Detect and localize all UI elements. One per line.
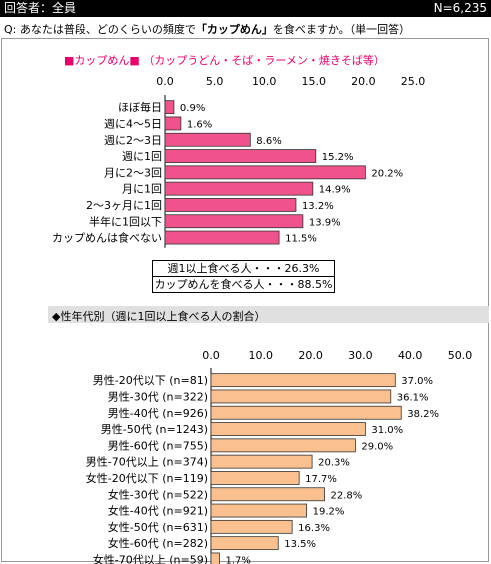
freq-category-label: 週に4～5日: [104, 117, 162, 130]
demo-category-label: 女性-20代以下 (n=119): [86, 471, 208, 485]
demo-value-label: 13.5%: [284, 539, 316, 550]
demo-tick-label: 30.0: [348, 349, 373, 362]
freq-value-label: 14.9%: [319, 185, 351, 196]
demo-tick-label: 10.0: [249, 349, 274, 362]
demo-category-label: 男性-70代以上 (n=374): [86, 455, 208, 469]
demo-category-label: 男性-60代 (n=755): [108, 438, 208, 452]
question-text: Q: あなたは普段、どのくらいの頻度で「カップめん」を食べますか。（単一回答）: [4, 21, 410, 37]
demo-category-label: 女性-60代 (n=282): [108, 536, 208, 550]
freq-bar: [164, 181, 314, 196]
demo-value-label: 31.0%: [371, 425, 403, 436]
demo-value-label: 37.0%: [401, 376, 433, 387]
demo-value-label: 38.2%: [407, 409, 439, 420]
demo-tick-label: 20.0: [298, 349, 323, 362]
freq-tick-label: 5.0: [206, 75, 224, 88]
freq-category-label: 半年に1回以下: [89, 214, 162, 228]
summary-weekly: 週1以上食べる人・・・26.3%: [153, 261, 334, 277]
header-bar: 回答者：全員 N=6,235: [0, 0, 491, 17]
demo-bar: [210, 422, 366, 436]
demo-tick-label: 50.0: [448, 349, 473, 362]
demo-bar: [210, 519, 293, 534]
demo-value-label: 20.3%: [318, 458, 350, 469]
demo-category-label: 男性-40代 (n=926): [108, 406, 208, 420]
freq-category-label: ほぼ毎日: [118, 101, 162, 114]
freq-tick-label: 25.0: [401, 75, 426, 88]
question-prefix: Q: あなたは普段、どのくらいの頻度で: [4, 23, 196, 36]
section2-title: ◆性年代別（週に1回以上食べる人の割合）: [52, 310, 266, 323]
freq-value-label: 8.6%: [256, 136, 281, 147]
freq-category-label: 2～3ヶ月に1回: [86, 199, 162, 212]
demo-value-label: 19.2%: [313, 507, 345, 518]
demo-category-label: 女性-40代 (n=921): [108, 504, 208, 518]
demo-value-label: 17.7%: [305, 474, 337, 485]
freq-bar: [164, 198, 297, 212]
question-suffix: を食べますか。（単一回答）: [272, 23, 411, 36]
freq-category-label: 月に1回: [122, 183, 162, 196]
freq-value-label: 13.9%: [309, 217, 341, 228]
demo-bar: [210, 405, 402, 420]
demo-bar: [210, 389, 392, 404]
freq-value-label: 20.2%: [371, 168, 403, 179]
freq-value-label: 1.6%: [187, 119, 212, 130]
demo-bar: [210, 552, 220, 564]
respondent-label: 回答者：全員: [4, 1, 77, 15]
question-highlight: 「カップめん」: [195, 23, 273, 36]
demo-category-label: 男性-50代 (n=1243): [101, 422, 208, 436]
demo-bar: [210, 536, 279, 551]
demo-value-label: 1.7%: [225, 555, 250, 564]
section1-title: ■カップめん■ （カップうどん・そば・ラーメン・焼きそば等）: [64, 54, 385, 67]
freq-value-label: 0.9%: [180, 103, 205, 114]
chart-frame: [1, 38, 489, 562]
freq-category-label: 月に2～3回: [104, 166, 162, 179]
demo-value-label: 16.3%: [298, 523, 330, 534]
summary-box: 週1以上食べる人・・・26.3% カップめんを食べる人・・・88.5%: [152, 260, 335, 293]
freq-tick-label: 0.0: [156, 75, 174, 88]
demo-category-label: 女性-30代 (n=522): [108, 487, 208, 501]
demo-category-label: 女性-50代 (n=631): [108, 520, 208, 534]
demo-bar: [210, 454, 313, 469]
freq-category-label: 週に1回: [122, 150, 162, 163]
freq-value-label: 15.2%: [322, 152, 354, 163]
demo-category-label: 男性-20代以下 (n=81): [93, 373, 208, 387]
demo-value-label: 29.0%: [361, 441, 393, 452]
demo-category-label: 女性-70代以上 (n=59): [93, 552, 208, 564]
freq-bar: [164, 116, 182, 131]
freq-bar: [164, 149, 317, 163]
demo-tick-label: 40.0: [398, 349, 423, 362]
freq-value-label: 11.5%: [285, 234, 317, 245]
freq-category-label: 週に2～3日: [104, 134, 162, 147]
sample-size: N=6,235: [433, 1, 487, 15]
demo-value-label: 22.8%: [331, 490, 363, 501]
freq-bar: [164, 132, 251, 147]
demo-tick-label: 0.0: [202, 349, 220, 362]
demo-bar: [210, 487, 325, 502]
freq-category-label: カップめんは食べない: [52, 231, 162, 245]
freq-bar: [164, 100, 175, 115]
freq-bar: [164, 165, 366, 180]
demo-value-label: 36.1%: [397, 392, 429, 403]
freq-bar: [164, 214, 304, 229]
demo-bar: [210, 438, 356, 453]
section2-band: [48, 306, 489, 323]
demo-bar: [210, 373, 396, 388]
freq-tick-label: 10.0: [252, 75, 277, 88]
summary-eaters: カップめんを食べる人・・・88.5%: [154, 278, 333, 291]
freq-tick-label: 20.0: [351, 75, 376, 88]
demo-bar: [210, 471, 300, 485]
demo-category-label: 男性-30代 (n=322): [108, 389, 208, 403]
demo-bar: [210, 503, 308, 518]
freq-bar: [164, 230, 280, 245]
freq-value-label: 13.2%: [302, 201, 334, 212]
freq-tick-label: 15.0: [302, 75, 327, 88]
